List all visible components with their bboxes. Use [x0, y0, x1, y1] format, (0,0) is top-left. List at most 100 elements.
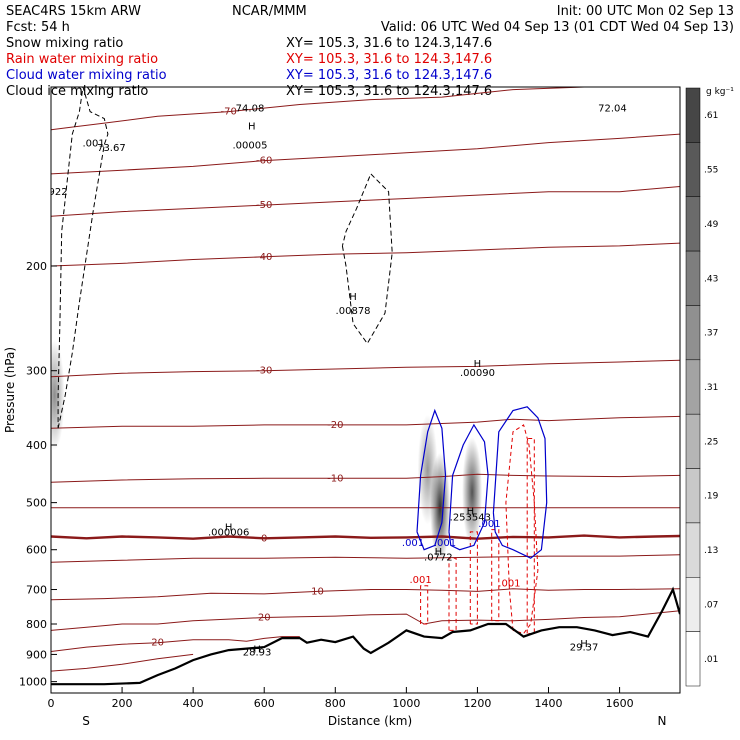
- terrain-profile: [51, 586, 680, 686]
- annotation-16: H: [580, 639, 588, 650]
- colorbar-swatch-6: [685, 413, 701, 469]
- colorbar-swatch-10: [685, 631, 701, 687]
- temp-contour-2: [51, 186, 680, 217]
- temperature-contours: -70 -60 -50 -40 -30 -20 -10 0 10 20 20: [51, 87, 680, 672]
- snow-contours: [57, 87, 393, 429]
- rain-contour-3: [491, 529, 500, 622]
- field-cloudice-label: Cloud ice mixing ratio: [6, 84, 148, 99]
- annotation-3: .001: [83, 139, 105, 150]
- rain-contour-0: [420, 585, 429, 625]
- temp-contour-5: [51, 415, 680, 429]
- temp-contour-label-5: -20: [327, 420, 343, 431]
- temp-contour-3: [51, 242, 680, 267]
- model-title: SEAC4RS 15km ARW: [6, 4, 141, 19]
- south-label: S: [82, 714, 90, 728]
- rain-contour-1: [448, 557, 457, 631]
- rain-contour-4: [505, 424, 539, 635]
- annotation-14: H: [435, 547, 443, 558]
- center-label: NCAR/MMM: [232, 4, 307, 19]
- temp-contour-12: [51, 636, 300, 652]
- colorbar-swatch-7: [685, 468, 701, 524]
- colorbar-unit: g kg⁻¹: [706, 87, 734, 97]
- colorbar-label-0: .61: [704, 111, 718, 121]
- annotation-9: .00090: [460, 368, 495, 379]
- y-tick-label-0: 200: [26, 260, 47, 273]
- field-rain-label: Rain water mixing ratio: [6, 52, 158, 67]
- field-cloudwater-xy: XY= 105.3, 31.6 to 124.3,147.6: [286, 68, 492, 83]
- colorbar-label-4: .37: [704, 329, 718, 339]
- forecast-hour: Fcst: 54 h: [6, 20, 70, 35]
- temp-contour-label-6: -10: [327, 473, 343, 484]
- cloudwater-contour-label-2: .001: [478, 519, 500, 530]
- annotation-0: H: [248, 122, 256, 133]
- colorbar-label-1: .55: [704, 166, 718, 176]
- temp-contour-label-11: 20: [258, 612, 271, 623]
- colorbar-swatch-0: [685, 87, 701, 143]
- y-tick-label-6: 800: [26, 618, 47, 631]
- annotation-20: 72.04: [598, 104, 627, 115]
- temp-contour-label-0: -70: [221, 107, 237, 118]
- valid-time: Valid: 06 UTC Wed 04 Sep 13 (01 CDT Wed …: [381, 20, 734, 35]
- init-time: Init: 00 UTC Mon 02 Sep 13: [557, 4, 734, 19]
- y-tick-label-1: 300: [26, 365, 47, 378]
- x-tick-label-6: 1200: [463, 697, 491, 710]
- field-snow-xy: XY= 105.3, 31.6 to 124.3,147.6: [286, 36, 492, 51]
- colorbar-swatch-9: [685, 577, 701, 632]
- x-tick-label-4: 800: [325, 697, 346, 710]
- rain-contour-2: [469, 531, 478, 625]
- colorbar-label-3: .43: [704, 274, 718, 284]
- colorbar-swatch-5: [685, 359, 701, 415]
- annotation-13: .000006: [208, 528, 249, 539]
- colorbar-label-5: .31: [704, 383, 718, 393]
- cloudwater-contour-0: [416, 408, 447, 551]
- temp-contour-label-3: -40: [256, 252, 272, 263]
- shading-blob-2: [417, 414, 438, 525]
- cloudwater-contour-label-1: .001: [434, 538, 456, 549]
- colorbar-swatch-2: [685, 196, 701, 252]
- colorbar-swatch-4: [685, 305, 701, 361]
- annotation-11: .253543: [450, 513, 491, 524]
- colorbar-swatch-8: [685, 522, 701, 578]
- y-tick-label-4: 600: [26, 544, 47, 557]
- temp-contour-6: [51, 473, 680, 483]
- colorbar-swatch-1: [685, 142, 701, 197]
- temp-contour-8: [51, 534, 680, 540]
- plot-frame: [50, 86, 681, 694]
- cloudwater-contour-label-0: .001: [402, 538, 424, 549]
- y-axis-ticks: 200 300 400 500 600 700 800 900 1000: [19, 260, 57, 689]
- colorbar: .61 .55 .49 .43 .37 .31 .25 .19 .13 .07 .01: [685, 87, 719, 687]
- annotation-17: 29.37: [570, 643, 599, 654]
- field-cloudwater-label: Cloud water mixing ratio: [6, 68, 167, 83]
- annotation-12: H: [225, 523, 233, 534]
- annotation-5: 922: [49, 187, 68, 198]
- y-tick-label-2: 400: [26, 439, 47, 452]
- temp-contour-11: [51, 610, 680, 631]
- x-tick-label-1: 200: [112, 697, 133, 710]
- temp-contour-label-8: 0: [261, 533, 267, 544]
- field-rain-xy: XY= 105.3, 31.6 to 124.3,147.6: [286, 52, 492, 67]
- annotation-10: H: [467, 507, 475, 518]
- annotation-2: 74.08: [236, 104, 265, 115]
- temp-contour-label-10: 10: [311, 586, 324, 597]
- y-axis-label: Pressure (hPa): [3, 347, 17, 433]
- temp-contour-13: [51, 653, 194, 672]
- snow-contour-1: [341, 173, 393, 345]
- colorbar-label-9: .07: [704, 600, 718, 610]
- annotation-15: .0772: [424, 552, 453, 563]
- temp-contour-label-2: -50: [256, 200, 272, 211]
- y-tick-label-7: 900: [26, 648, 47, 661]
- shading-blob-3: [51, 340, 65, 451]
- annotation-8: H: [474, 359, 482, 370]
- y-tick-label-3: 500: [26, 497, 47, 510]
- rain-contour-label-4: .001: [498, 579, 520, 590]
- annotation-4: 73.67: [97, 143, 126, 154]
- annotation-7: .00878: [336, 306, 371, 317]
- temp-contour-4: [51, 359, 680, 378]
- y-tick-label-8: 1000: [19, 676, 47, 689]
- x-tick-label-7: 1400: [535, 697, 563, 710]
- temp-contour-label-1: -60: [256, 156, 272, 167]
- shading-blob-1: [462, 437, 483, 548]
- temp-contour-0: [51, 87, 680, 131]
- annotation-18: H: [253, 644, 261, 655]
- colorbar-label-7: .19: [704, 492, 719, 502]
